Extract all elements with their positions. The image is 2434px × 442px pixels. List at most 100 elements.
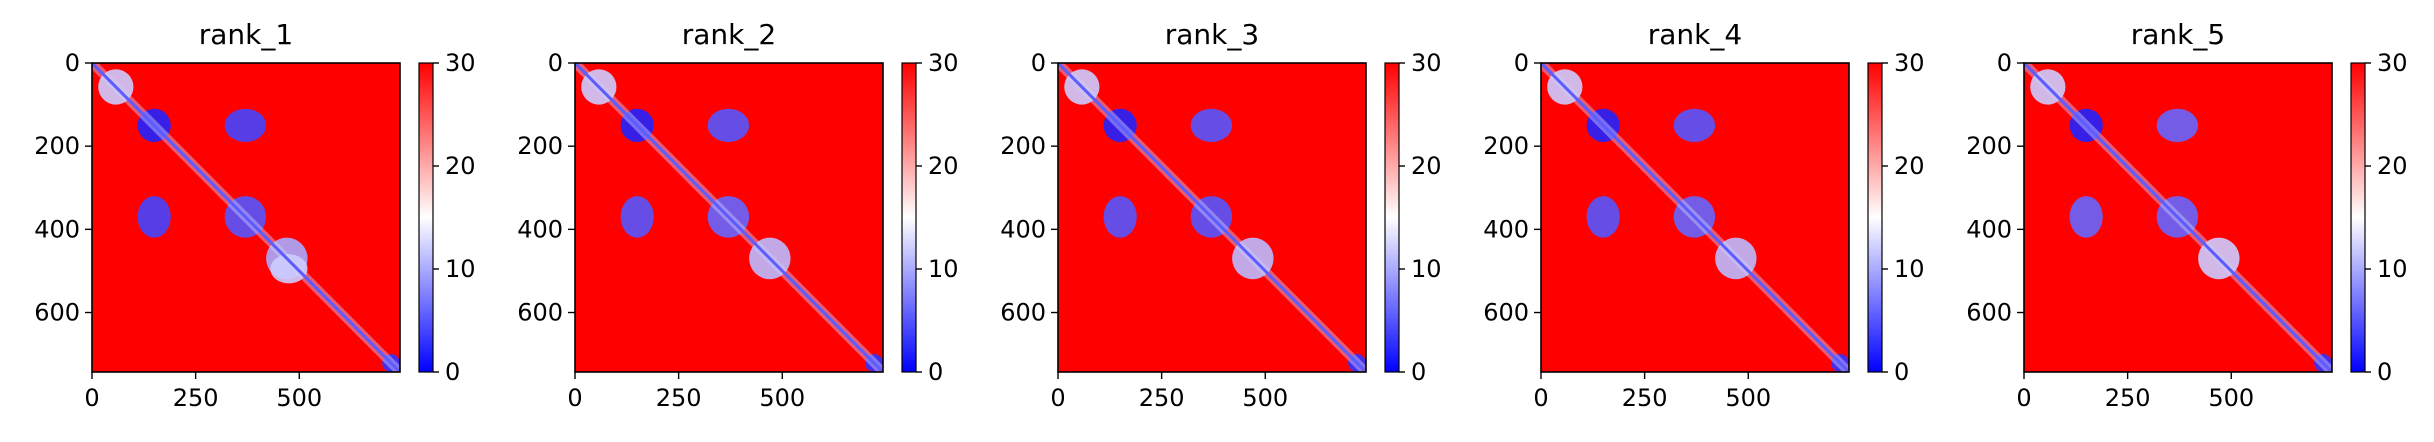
y-tick-label: 600 bbox=[1483, 299, 1529, 327]
y-tick-label: 0 bbox=[1031, 49, 1046, 77]
heatmap-region bbox=[137, 196, 171, 238]
colorbar-tick-label: 20 bbox=[1894, 152, 1925, 180]
x-tick-label: 500 bbox=[1725, 384, 1771, 412]
heatmap-region bbox=[707, 108, 750, 143]
heatmap-diagonal-band bbox=[575, 63, 883, 372]
heatmap-panel-4: rank_4 0 200 400 600 0 250 500 0 10 20 30 bbox=[1483, 18, 1924, 412]
heatmap-region bbox=[2069, 196, 2103, 238]
colorbar-tick-label: 20 bbox=[1411, 152, 1442, 180]
colorbar-tick-label: 10 bbox=[928, 255, 959, 283]
heatmap-panel-1: rank_1 0 200 400 600 0 250 500 0 10 20 30 bbox=[34, 18, 475, 412]
x-tick-label: 500 bbox=[759, 384, 805, 412]
x-tick-label: 250 bbox=[656, 384, 702, 412]
heatmap-region bbox=[270, 254, 308, 284]
x-tick-label: 0 bbox=[84, 384, 99, 412]
plot-frame bbox=[574, 62, 884, 373]
heatmap-region bbox=[1673, 108, 1716, 143]
heatmap-diagonal-band bbox=[92, 63, 400, 372]
panel-title: rank_4 bbox=[1648, 18, 1742, 51]
plot-frame bbox=[1057, 62, 1367, 373]
heatmap-panel-3: rank_3 0 200 400 600 0 250 500 0 10 20 30 bbox=[1000, 18, 1441, 412]
y-tick-label: 600 bbox=[1000, 299, 1046, 327]
heatmap-diagonal-band bbox=[2024, 63, 2332, 372]
heatmap-region bbox=[1103, 196, 1137, 238]
heatmap-panel-5: rank_5 0 200 400 600 0 250 500 0 10 20 30 bbox=[1966, 18, 2407, 412]
plot-frame bbox=[2023, 62, 2333, 373]
panel-title: rank_1 bbox=[199, 18, 293, 51]
x-tick-label: 500 bbox=[2208, 384, 2254, 412]
y-tick-label: 200 bbox=[1000, 132, 1046, 160]
x-tick-label: 250 bbox=[1139, 384, 1185, 412]
colorbar-tick-label: 0 bbox=[1894, 358, 1909, 386]
x-tick-label: 0 bbox=[1050, 384, 1065, 412]
x-tick-label: 250 bbox=[1622, 384, 1668, 412]
heatmap-diagonal bbox=[1541, 63, 1849, 372]
colorbar-tick-label: 10 bbox=[2377, 255, 2408, 283]
heatmap-region bbox=[1190, 108, 1233, 143]
y-tick-label: 400 bbox=[1966, 215, 2012, 243]
heatmap-region bbox=[620, 196, 654, 238]
heatmap-cells bbox=[1541, 63, 1849, 372]
y-tick-label: 400 bbox=[517, 215, 563, 243]
heatmap-cells bbox=[1058, 63, 1366, 372]
panel-title: rank_3 bbox=[1165, 18, 1259, 51]
panel-title: rank_5 bbox=[2131, 18, 2225, 51]
colorbar-tick-label: 30 bbox=[2377, 49, 2408, 77]
panel-title: rank_2 bbox=[682, 18, 776, 51]
heatmap-cells bbox=[92, 63, 400, 372]
colorbar-tick-label: 20 bbox=[2377, 152, 2408, 180]
heatmap-diagonal-band bbox=[1058, 63, 1366, 372]
heatmap-region bbox=[1586, 196, 1620, 238]
plot-frame bbox=[1540, 62, 1850, 373]
colorbar bbox=[1867, 62, 1883, 373]
colorbar-tick-label: 0 bbox=[1411, 358, 1426, 386]
y-tick-label: 400 bbox=[34, 215, 80, 243]
x-tick-label: 500 bbox=[1242, 384, 1288, 412]
y-tick-label: 200 bbox=[1966, 132, 2012, 160]
heatmap-diagonal bbox=[575, 63, 883, 372]
y-tick-label: 200 bbox=[1483, 132, 1529, 160]
heatmap-diagonal bbox=[92, 63, 400, 372]
colorbar-tick-label: 20 bbox=[445, 152, 476, 180]
heatmap-diagonal-band bbox=[1541, 63, 1849, 372]
x-tick-label: 0 bbox=[2016, 384, 2031, 412]
y-tick-label: 600 bbox=[1966, 299, 2012, 327]
colorbar-tick-label: 30 bbox=[445, 49, 476, 77]
colorbar-tick-label: 10 bbox=[445, 255, 476, 283]
colorbar-tick-label: 30 bbox=[1411, 49, 1442, 77]
colorbar-tick-label: 10 bbox=[1411, 255, 1442, 283]
heatmap-diagonal bbox=[2024, 63, 2332, 372]
x-tick-label: 0 bbox=[1533, 384, 1548, 412]
colorbar-tick-label: 30 bbox=[928, 49, 959, 77]
y-tick-label: 600 bbox=[34, 299, 80, 327]
y-tick-label: 0 bbox=[1514, 49, 1529, 77]
colorbar bbox=[901, 62, 917, 373]
y-tick-label: 400 bbox=[1483, 215, 1529, 243]
heatmap-panel-2: rank_2 0 200 400 600 0 250 500 0 10 20 30 bbox=[517, 18, 958, 412]
heatmap-region bbox=[2156, 108, 2199, 143]
heatmap-region bbox=[224, 108, 267, 143]
x-tick-label: 500 bbox=[276, 384, 322, 412]
y-tick-label: 0 bbox=[548, 49, 563, 77]
colorbar bbox=[418, 62, 434, 373]
x-tick-label: 0 bbox=[567, 384, 582, 412]
colorbar bbox=[1384, 62, 1400, 373]
y-tick-label: 0 bbox=[1997, 49, 2012, 77]
colorbar-tick-label: 10 bbox=[1894, 255, 1925, 283]
colorbar-tick-label: 0 bbox=[928, 358, 943, 386]
y-tick-label: 400 bbox=[1000, 215, 1046, 243]
heatmap-cells bbox=[2024, 63, 2332, 372]
y-tick-label: 200 bbox=[517, 132, 563, 160]
colorbar-tick-label: 0 bbox=[445, 358, 460, 386]
colorbar-tick-label: 30 bbox=[1894, 49, 1925, 77]
plot-frame bbox=[91, 62, 401, 373]
y-tick-label: 0 bbox=[65, 49, 80, 77]
colorbar-tick-label: 20 bbox=[928, 152, 959, 180]
colorbar-tick-label: 0 bbox=[2377, 358, 2392, 386]
y-tick-label: 600 bbox=[517, 299, 563, 327]
heatmap-diagonal bbox=[1058, 63, 1366, 372]
colorbar bbox=[2350, 62, 2366, 373]
heatmap-cells bbox=[575, 63, 883, 372]
